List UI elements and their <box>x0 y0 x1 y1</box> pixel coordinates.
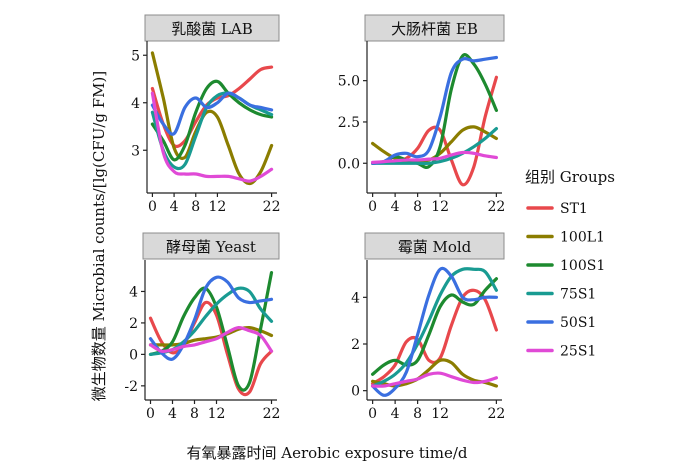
panel-title: 大肠杆菌 EB <box>391 20 478 38</box>
facet-strip <box>364 232 505 260</box>
x-tick-label: 12 <box>431 199 449 215</box>
x-tick-label: 8 <box>191 199 200 215</box>
y-tick-label: 3 <box>131 143 140 159</box>
y-tick-label: 2 <box>129 316 138 332</box>
facet-panel: 大肠杆菌 EB 0.0 2.5 5.0 0 4 8 12 22 <box>338 14 505 215</box>
series-line-25s1 <box>371 150 498 164</box>
series-line-100l1 <box>371 358 498 388</box>
series-line-75s1 <box>371 267 498 388</box>
x-tick-label: 22 <box>263 199 281 215</box>
facet-strip <box>364 14 505 42</box>
facet-strip <box>142 232 280 260</box>
legend-label: 100L1 <box>560 230 605 246</box>
legend-items: ST1 100L1 100S1 75S1 50S1 25S1 <box>526 201 605 360</box>
panel-title: 乳酸菌 LAB <box>171 20 253 38</box>
legend-item: 25S1 <box>526 344 596 360</box>
y-tick-label: 5.0 <box>338 74 360 90</box>
series-line-25s1 <box>371 371 498 388</box>
legend-title: 组别 Groups <box>525 168 615 186</box>
series-line-25s1 <box>150 91 274 183</box>
x-tick-label: 12 <box>431 406 449 422</box>
legend: 组别 Groups ST1 100L1 100S1 75S1 50S1 25S1 <box>525 168 615 360</box>
x-tick-label: 8 <box>413 199 422 215</box>
legend-label: 100S1 <box>560 258 605 274</box>
y-tick-label: 4 <box>351 290 360 306</box>
series-line-25s1 <box>148 325 274 354</box>
x-tick-label: 12 <box>208 406 226 422</box>
legend-label: 25S1 <box>560 344 596 360</box>
series-line-100l1 <box>148 325 274 347</box>
y-tick-label: 5 <box>131 48 140 64</box>
y-tick-label: -2 <box>124 379 138 395</box>
legend-item: 50S1 <box>526 315 596 331</box>
x-axis-title: 有氧暴露时间 Aerobic exposure time/d <box>187 444 468 462</box>
series-line-50s1 <box>371 266 498 397</box>
legend-item: 75S1 <box>526 287 596 303</box>
legend-label: ST1 <box>560 201 588 217</box>
x-tick-label: 0 <box>368 199 377 215</box>
series-line-100s1 <box>371 277 498 376</box>
x-tick-label: 22 <box>263 406 281 422</box>
legend-item: ST1 <box>526 201 588 217</box>
x-tick-label: 0 <box>148 199 157 215</box>
x-tick-label: 4 <box>391 199 400 215</box>
series-line-75s1 <box>371 127 498 165</box>
x-tick-label: 4 <box>168 406 177 422</box>
y-tick-label: 0 <box>351 384 360 400</box>
series-line-100s1 <box>150 79 274 162</box>
y-axis-title: 微生物数量 Microbial counts/[lg(CFU/g FM)] <box>90 71 108 402</box>
x-tick-label: 22 <box>487 406 505 422</box>
facet-strip <box>144 14 280 42</box>
y-tick-label: 4 <box>129 284 138 300</box>
series-line-100l1 <box>150 51 274 186</box>
y-tick-label: 2 <box>351 337 360 353</box>
x-tick-label: 0 <box>146 406 155 422</box>
y-tick-label: 0 <box>129 347 138 363</box>
y-tick-label: 0.0 <box>338 156 360 172</box>
y-tick-label: 4 <box>131 96 140 112</box>
legend-label: 50S1 <box>560 315 596 331</box>
series-line-100s1 <box>148 271 274 392</box>
legend-label: 75S1 <box>560 287 596 303</box>
x-tick-label: 22 <box>487 199 505 215</box>
x-tick-label: 8 <box>190 406 199 422</box>
x-tick-label: 4 <box>170 199 179 215</box>
x-tick-label: 8 <box>413 406 422 422</box>
series-line-50s1 <box>371 55 498 165</box>
panel-title: 霉菌 Mold <box>398 238 472 256</box>
legend-item: 100L1 <box>526 230 605 246</box>
x-tick-label: 4 <box>391 406 400 422</box>
legend-item: 100S1 <box>526 258 605 274</box>
series-line-50s1 <box>150 91 274 136</box>
panel-title: 酵母菌 Yeast <box>166 238 256 256</box>
y-tick-label: 2.5 <box>338 115 360 131</box>
x-tick-label: 0 <box>368 406 377 422</box>
series-line-50s1 <box>148 275 274 361</box>
series-line-st1 <box>148 300 274 397</box>
x-tick-label: 12 <box>209 199 227 215</box>
